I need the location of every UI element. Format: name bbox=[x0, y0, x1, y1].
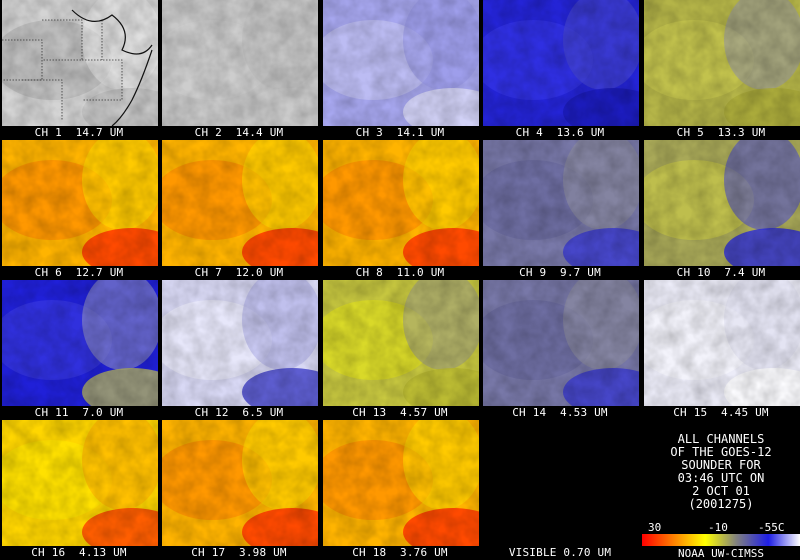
channel-caption: CH 1 14.7 UM bbox=[34, 126, 124, 139]
channel-image bbox=[644, 140, 800, 266]
scale-label-mid: -10 bbox=[708, 521, 728, 534]
channel-tile: CH 4 13.6 UM bbox=[481, 0, 639, 139]
channel-caption: CH 13 4.57 UM bbox=[352, 406, 448, 419]
channel-tile: CH 12 6.5 UM bbox=[160, 280, 318, 419]
channel-caption: CH 18 3.76 UM bbox=[352, 546, 448, 559]
channel-tile: CH 1 14.7 UM bbox=[0, 0, 158, 139]
channel-tile: CH 8 11.0 UM bbox=[321, 140, 479, 279]
channel-tile: CH 13 4.57 UM bbox=[321, 280, 479, 419]
info-line-4: 03:46 UTC ON bbox=[677, 471, 765, 485]
info-line-6: (2001275) bbox=[688, 497, 754, 511]
channel-image bbox=[323, 280, 479, 406]
channel-tile: CH 9 9.7 UM bbox=[481, 140, 639, 279]
info-line-3: SOUNDER FOR bbox=[681, 458, 761, 472]
channel-image bbox=[2, 140, 158, 266]
channel-image bbox=[2, 280, 158, 406]
channel-tile: CH 6 12.7 UM bbox=[0, 140, 158, 279]
channel-caption: CH 5 13.3 UM bbox=[676, 126, 766, 139]
channel-caption: CH 17 3.98 UM bbox=[191, 546, 287, 559]
channel-tile: CH 16 4.13 UM bbox=[0, 420, 158, 559]
channel-tile: CH 7 12.0 UM bbox=[160, 140, 318, 279]
channel-image bbox=[162, 140, 318, 266]
channel-caption: CH 4 13.6 UM bbox=[515, 126, 605, 139]
channel-caption: CH 12 6.5 UM bbox=[194, 406, 284, 419]
channel-tile: CH 3 14.1 UM bbox=[321, 0, 479, 139]
color-bar-gradient bbox=[642, 534, 800, 546]
channel-tile: CH 18 3.76 UM bbox=[321, 420, 479, 559]
info-line-1: ALL CHANNELS bbox=[677, 432, 765, 446]
channel-caption: CH 15 4.45 UM bbox=[673, 406, 769, 419]
scale-label-cold: -55C bbox=[758, 521, 785, 534]
channel-image bbox=[162, 0, 318, 126]
credit-label: NOAA UW-CIMSS bbox=[677, 547, 765, 560]
channel-image bbox=[162, 280, 318, 406]
channel-tile: CH 14 4.53 UM bbox=[481, 280, 639, 419]
channel-image bbox=[2, 0, 158, 126]
channel-tile: CH 15 4.45 UM bbox=[642, 280, 800, 419]
channel-caption: CH 16 4.13 UM bbox=[31, 546, 127, 559]
channel-caption: CH 6 12.7 UM bbox=[34, 266, 124, 279]
channel-image bbox=[162, 420, 318, 546]
temperature-color-bar bbox=[642, 534, 800, 546]
channel-image bbox=[483, 0, 639, 126]
channel-caption: VISIBLE 0.70 UM bbox=[508, 546, 612, 559]
info-line-5: 2 OCT 01 bbox=[692, 484, 750, 498]
channel-tile: CH 2 14.4 UM bbox=[160, 0, 318, 139]
channel-image bbox=[323, 0, 479, 126]
channel-tile: CH 11 7.0 UM bbox=[0, 280, 158, 419]
channel-caption: CH 10 7.4 UM bbox=[676, 266, 766, 279]
scale-label-warm: 30 bbox=[648, 521, 662, 534]
channel-tile: CH 10 7.4 UM bbox=[642, 140, 800, 279]
channel-caption: CH 11 7.0 UM bbox=[34, 406, 124, 419]
channel-image bbox=[323, 140, 479, 266]
channel-caption: CH 14 4.53 UM bbox=[512, 406, 608, 419]
channel-caption: CH 8 11.0 UM bbox=[355, 266, 445, 279]
channel-image bbox=[483, 280, 639, 406]
channel-tile: CH 17 3.98 UM bbox=[160, 420, 318, 559]
temperature-scale-labels: 30 -10 -55C bbox=[642, 521, 800, 534]
channel-caption: CH 9 9.7 UM bbox=[519, 266, 601, 279]
channel-image bbox=[323, 420, 479, 546]
channel-tile: CH 5 13.3 UM bbox=[642, 0, 800, 139]
channel-tile: VISIBLE 0.70 UM bbox=[481, 420, 639, 559]
channel-caption: CH 3 14.1 UM bbox=[355, 126, 445, 139]
channel-image bbox=[644, 0, 800, 126]
channel-image bbox=[2, 420, 158, 546]
channel-caption: CH 7 12.0 UM bbox=[194, 266, 284, 279]
channel-image bbox=[483, 140, 639, 266]
channel-caption: CH 2 14.4 UM bbox=[194, 126, 284, 139]
info-line-2: OF THE GOES-12 bbox=[670, 445, 772, 459]
channel-image bbox=[644, 280, 800, 406]
channel-image bbox=[483, 420, 639, 546]
